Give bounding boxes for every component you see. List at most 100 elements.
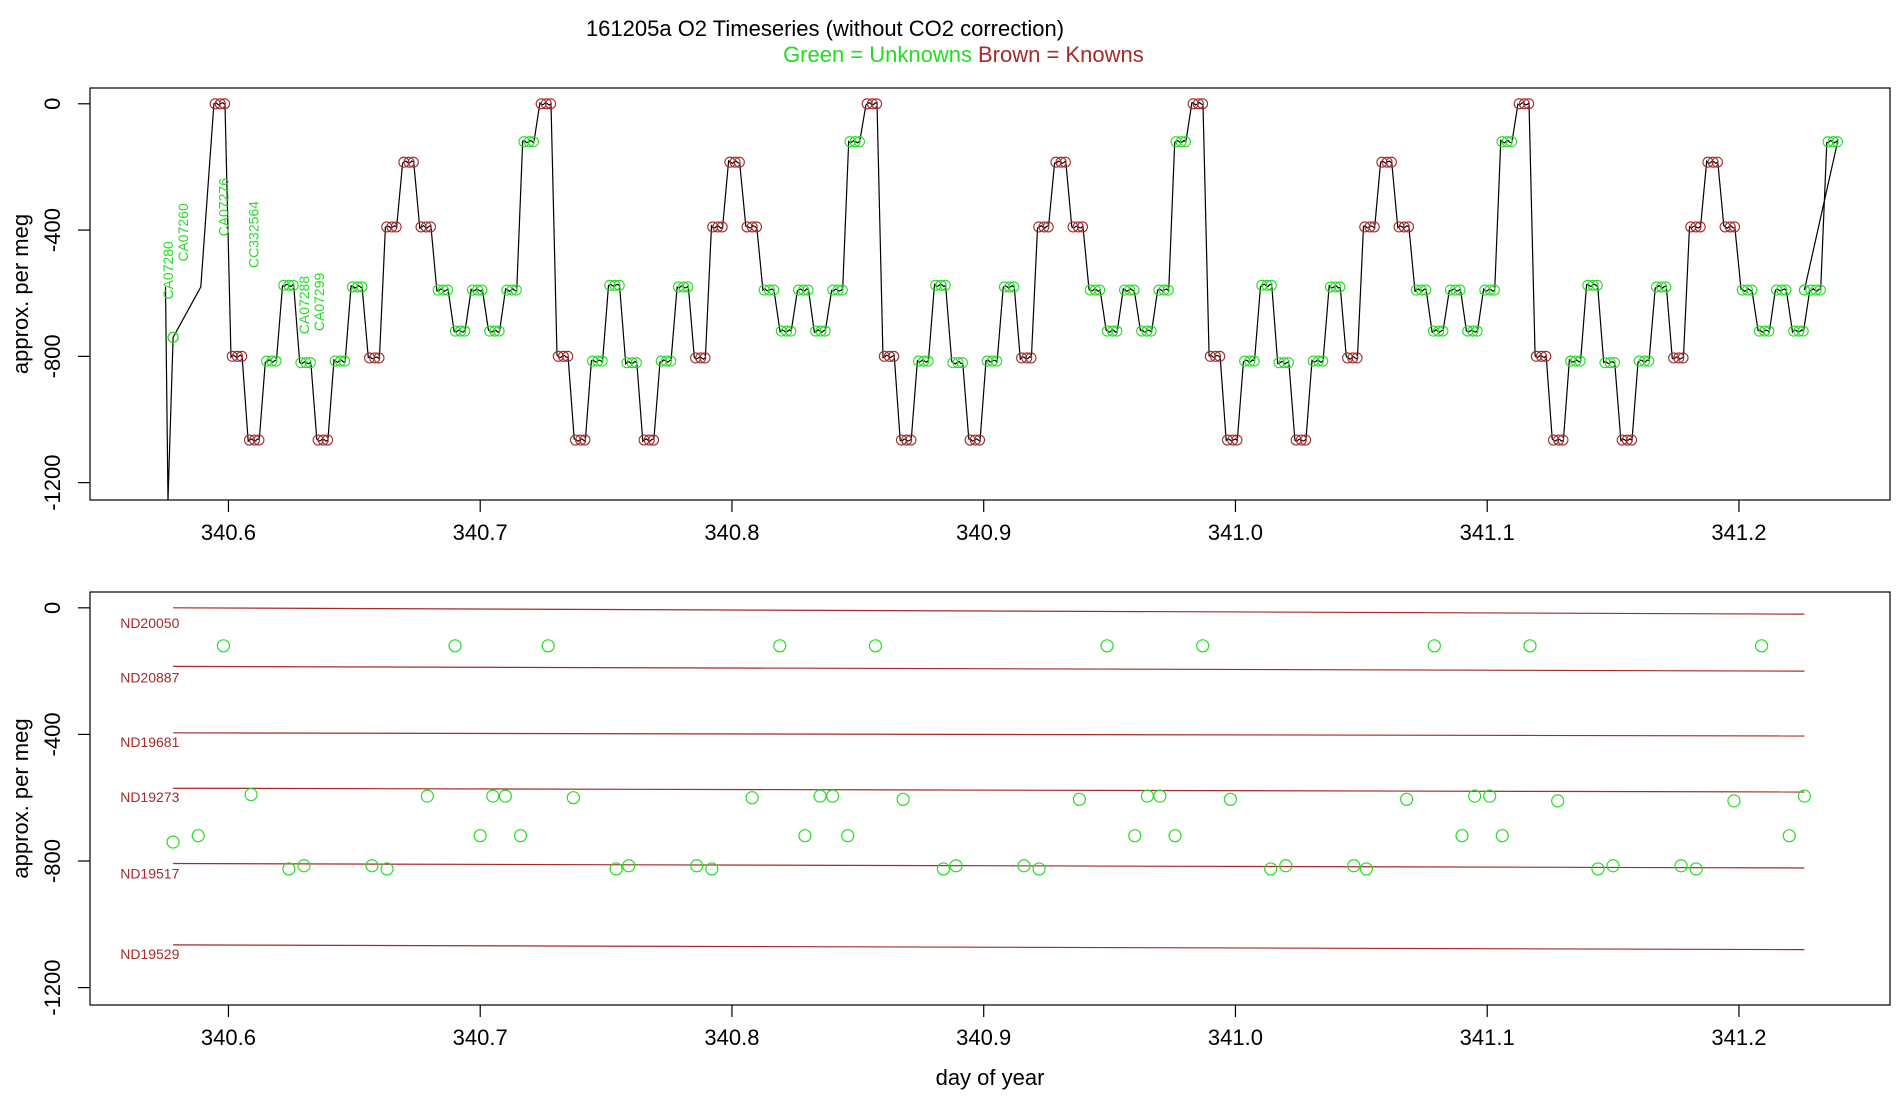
sample-marker xyxy=(312,434,324,446)
sample-marker xyxy=(1565,355,1577,367)
sample-marker xyxy=(266,355,278,367)
unknown-point xyxy=(191,829,205,843)
sample-annotation: CA07260 xyxy=(175,203,191,262)
sample-marker xyxy=(1523,98,1535,110)
sample-marker xyxy=(1307,355,1319,367)
sample-marker xyxy=(1788,325,1800,337)
x-axis-label: day of year xyxy=(936,1065,1045,1090)
x-tick-label: 340.7 xyxy=(453,520,508,545)
unknown-point xyxy=(813,789,827,803)
sample-marker xyxy=(775,325,787,337)
sample-marker xyxy=(1741,284,1753,296)
sample-marker xyxy=(432,284,444,296)
sample-marker xyxy=(1094,284,1106,296)
sample-marker xyxy=(321,434,334,446)
unknown-point xyxy=(297,859,311,873)
sample-marker xyxy=(1797,325,1809,337)
sample-marker xyxy=(699,352,711,364)
legend-unknowns: Green = Unknowns xyxy=(783,42,972,67)
sample-marker xyxy=(998,281,1010,293)
sample-marker xyxy=(1385,156,1397,168)
sample-marker xyxy=(386,221,398,233)
sample-marker xyxy=(1136,325,1148,337)
sample-marker xyxy=(780,325,793,337)
sample-marker xyxy=(986,355,998,367)
sample-marker xyxy=(665,355,677,367)
sample-marker xyxy=(1702,156,1714,168)
sample-marker xyxy=(1231,434,1243,446)
sample-marker xyxy=(895,434,908,446)
sample-marker xyxy=(1604,357,1616,369)
sample-marker xyxy=(472,284,484,296)
sample-marker xyxy=(1814,284,1826,296)
sample-marker xyxy=(518,136,530,148)
sample-marker xyxy=(1076,221,1089,233)
x-tick-label: 340.6 xyxy=(201,1025,256,1050)
sample-marker xyxy=(1059,156,1071,168)
unknown-point xyxy=(1072,792,1086,806)
sample-marker xyxy=(853,136,865,148)
sample-marker xyxy=(964,434,976,446)
unknown-point xyxy=(1128,829,1142,843)
unknown-point xyxy=(1223,792,1238,806)
unknown-point xyxy=(498,789,512,803)
unknown-point xyxy=(1427,639,1441,653)
sample-marker xyxy=(1746,284,1758,296)
sample-marker xyxy=(798,284,810,296)
sample-marker xyxy=(918,355,930,367)
sample-marker xyxy=(1145,325,1157,337)
sample-marker xyxy=(442,284,454,296)
sample-marker xyxy=(1540,350,1552,362)
sample-marker xyxy=(690,352,702,364)
sample-marker xyxy=(758,284,770,296)
sample-marker xyxy=(1021,352,1033,364)
sample-marker xyxy=(1753,325,1765,337)
unknown-point xyxy=(1153,789,1167,803)
sample-marker xyxy=(459,325,471,337)
unknown-point xyxy=(1347,859,1361,873)
top-panel: 340.6 340.7 340.8 340.9 341.0 341.1 341.2 0 -400… xyxy=(8,87,1891,545)
sample-marker xyxy=(1427,325,1439,337)
sample-marker xyxy=(930,279,942,291)
unknown-point xyxy=(798,829,812,843)
unknown-point xyxy=(541,639,555,653)
sample-marker xyxy=(1111,325,1123,337)
o2-trace xyxy=(164,101,1839,500)
sample-marker xyxy=(1437,325,1449,337)
sample-marker xyxy=(1570,355,1582,367)
sample-marker xyxy=(695,352,707,364)
sample-marker xyxy=(849,136,861,148)
sample-marker xyxy=(369,352,381,364)
sample-marker xyxy=(261,355,273,367)
sample-marker xyxy=(1776,284,1788,296)
x-tick-label: 340.9 xyxy=(956,520,1011,545)
sample-marker xyxy=(1479,284,1491,296)
sample-marker xyxy=(844,136,856,148)
plot-area xyxy=(166,607,1812,951)
sample-marker xyxy=(1724,221,1736,233)
sample-marker xyxy=(1227,434,1239,446)
sample-marker xyxy=(407,156,419,168)
sample-marker xyxy=(466,284,479,296)
sample-marker xyxy=(1290,434,1302,446)
y-tick-label: -1200 xyxy=(40,454,65,510)
unknown-point xyxy=(936,862,951,876)
sample-marker xyxy=(219,98,231,110)
sample-marker xyxy=(1124,284,1136,296)
known-line xyxy=(173,732,1805,737)
sample-marker xyxy=(1265,279,1277,291)
sample-marker xyxy=(604,279,616,291)
sample-marker xyxy=(1513,98,1525,110)
unknown-marker xyxy=(167,331,179,344)
sample-marker xyxy=(871,98,883,110)
sample-marker xyxy=(304,357,316,369)
sample-marker xyxy=(866,98,878,110)
sample-marker xyxy=(1467,325,1479,337)
unknown-point xyxy=(1727,794,1741,808)
sample-marker xyxy=(763,284,775,296)
sample-marker xyxy=(415,221,427,233)
sample-marker xyxy=(626,357,638,369)
unknown-point xyxy=(826,789,840,803)
sample-marker xyxy=(1106,325,1119,337)
